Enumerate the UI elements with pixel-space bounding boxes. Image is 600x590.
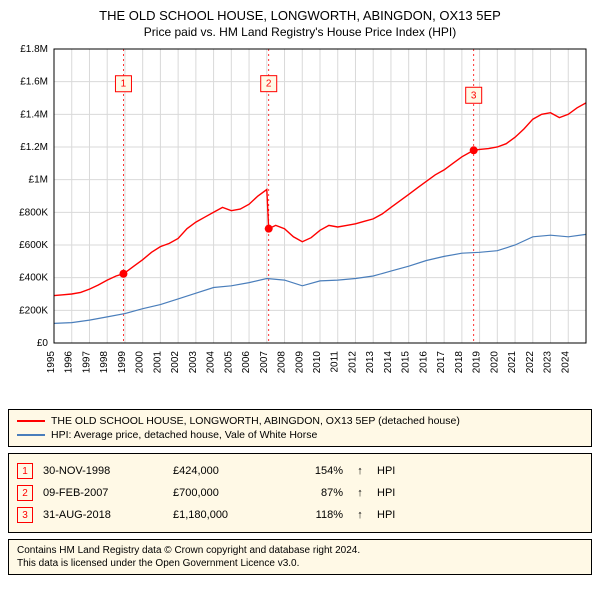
svg-text:2012: 2012	[347, 351, 358, 374]
legend-label-property: THE OLD SCHOOL HOUSE, LONGWORTH, ABINGDO…	[51, 415, 460, 427]
svg-text:2005: 2005	[223, 351, 234, 374]
svg-text:2003: 2003	[188, 351, 199, 374]
svg-text:1996: 1996	[64, 351, 75, 374]
svg-text:1997: 1997	[81, 351, 92, 374]
svg-text:£800K: £800K	[19, 207, 48, 218]
legend-item-property: THE OLD SCHOOL HOUSE, LONGWORTH, ABINGDO…	[17, 414, 583, 428]
chart-title-line2: Price paid vs. HM Land Registry's House …	[8, 25, 592, 39]
svg-text:2018: 2018	[454, 351, 465, 374]
svg-text:2: 2	[266, 79, 272, 90]
svg-text:2011: 2011	[330, 351, 341, 373]
sale-marker-1: 1	[17, 463, 33, 479]
svg-text:2023: 2023	[543, 351, 554, 374]
sale-pct-2: 87%	[283, 487, 343, 499]
svg-text:2000: 2000	[135, 351, 146, 374]
svg-text:2017: 2017	[436, 351, 447, 374]
sale-arrow-2: ↑	[353, 487, 367, 499]
legend-swatch-hpi	[17, 434, 45, 436]
sale-row-3: 3 31-AUG-2018 £1,180,000 118% ↑ HPI	[17, 504, 583, 526]
sale-marker-2: 2	[17, 485, 33, 501]
svg-text:£0: £0	[37, 338, 49, 349]
sale-pct-1: 154%	[283, 465, 343, 477]
svg-text:2010: 2010	[312, 351, 323, 374]
sale-date-3: 31-AUG-2018	[43, 509, 163, 521]
sales-table: 1 30-NOV-1998 £424,000 154% ↑ HPI 2 09-F…	[8, 453, 592, 533]
svg-text:2021: 2021	[507, 351, 518, 374]
chart-title-block: THE OLD SCHOOL HOUSE, LONGWORTH, ABINGDO…	[8, 8, 592, 39]
svg-text:£1.4M: £1.4M	[20, 109, 48, 120]
sale-marker-3: 3	[17, 507, 33, 523]
svg-text:3: 3	[471, 90, 477, 101]
svg-text:2001: 2001	[152, 351, 163, 374]
footer-line2: This data is licensed under the Open Gov…	[17, 557, 583, 570]
svg-text:£1.2M: £1.2M	[20, 142, 48, 153]
sale-row-2: 2 09-FEB-2007 £700,000 87% ↑ HPI	[17, 482, 583, 504]
svg-text:1999: 1999	[117, 351, 128, 374]
svg-text:2015: 2015	[401, 351, 412, 374]
footer: Contains HM Land Registry data © Crown c…	[8, 539, 592, 575]
chart-svg: £0 £200K £400K £600K £800K £1M £1.2M £1.4M £1.6M…	[8, 43, 592, 403]
sale-row-1: 1 30-NOV-1998 £424,000 154% ↑ HPI	[17, 460, 583, 482]
svg-text:2024: 2024	[560, 351, 571, 374]
svg-text:2019: 2019	[472, 351, 483, 374]
svg-text:2004: 2004	[206, 351, 217, 374]
svg-text:2008: 2008	[277, 351, 288, 374]
svg-text:2002: 2002	[170, 351, 181, 374]
svg-text:£1.8M: £1.8M	[20, 44, 48, 55]
svg-text:2009: 2009	[294, 351, 305, 374]
svg-text:£1M: £1M	[29, 175, 48, 186]
sale-price-1: £424,000	[173, 465, 273, 477]
svg-text:2013: 2013	[365, 351, 376, 374]
svg-text:£400K: £400K	[19, 273, 48, 284]
svg-text:2014: 2014	[383, 351, 394, 374]
sale-arrow-1: ↑	[353, 465, 367, 477]
svg-text:2016: 2016	[418, 351, 429, 374]
sale-pct-3: 118%	[283, 509, 343, 521]
svg-text:2006: 2006	[241, 351, 252, 374]
svg-text:1: 1	[121, 79, 127, 90]
footer-line1: Contains HM Land Registry data © Crown c…	[17, 544, 583, 557]
chart-title-line1: THE OLD SCHOOL HOUSE, LONGWORTH, ABINGDO…	[8, 8, 592, 23]
svg-text:£1.6M: £1.6M	[20, 77, 48, 88]
legend-swatch-property	[17, 420, 45, 422]
legend-label-hpi: HPI: Average price, detached house, Vale…	[51, 429, 317, 441]
sale-arrow-3: ↑	[353, 509, 367, 521]
legend: THE OLD SCHOOL HOUSE, LONGWORTH, ABINGDO…	[8, 409, 592, 447]
svg-text:£600K: £600K	[19, 240, 48, 251]
svg-text:£200K: £200K	[19, 305, 48, 316]
sale-suffix-2: HPI	[377, 487, 407, 499]
sale-suffix-3: HPI	[377, 509, 407, 521]
sale-suffix-1: HPI	[377, 465, 407, 477]
svg-text:2007: 2007	[259, 351, 270, 374]
svg-text:1995: 1995	[46, 351, 57, 374]
sale-date-2: 09-FEB-2007	[43, 487, 163, 499]
legend-item-hpi: HPI: Average price, detached house, Vale…	[17, 428, 583, 442]
chart-area: £0 £200K £400K £600K £800K £1M £1.2M £1.4M £1.6M…	[8, 43, 592, 403]
svg-text:2020: 2020	[489, 351, 500, 374]
sale-price-2: £700,000	[173, 487, 273, 499]
svg-text:2022: 2022	[525, 351, 536, 374]
svg-text:1998: 1998	[99, 351, 110, 374]
sale-price-3: £1,180,000	[173, 509, 273, 521]
sale-date-1: 30-NOV-1998	[43, 465, 163, 477]
